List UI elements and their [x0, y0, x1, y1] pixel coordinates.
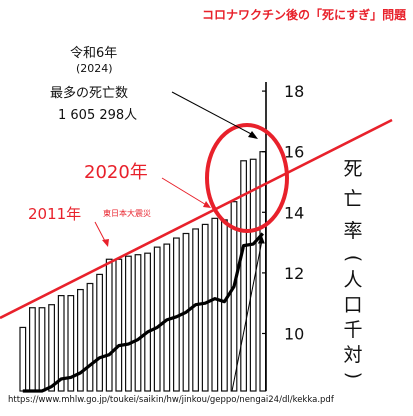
y-tick-label-18: 18	[284, 82, 304, 101]
bar-19	[192, 228, 200, 392]
label-2020: 2020年	[84, 162, 148, 183]
bar-5	[57, 295, 65, 392]
ylabel-char-7: 千	[343, 319, 363, 341]
ylabel-char-6: 口	[343, 294, 363, 316]
ylabel-char-9: )	[342, 371, 365, 380]
ylabel-char-5: 人	[343, 269, 363, 291]
page-title: コロナワクチン後の「死にすぎ」問題	[202, 8, 407, 22]
ylabel-char-3: 率	[343, 220, 363, 242]
trend-line	[0, 118, 393, 320]
annotation-death-count: 1 605 298人	[58, 108, 138, 123]
bar-4	[48, 304, 55, 392]
annotation-era-year: 令和6年	[70, 46, 118, 61]
y-tick-label-10: 10	[284, 324, 304, 343]
bar-23	[230, 201, 238, 392]
bar-6	[67, 295, 75, 392]
bar-24	[240, 160, 248, 392]
label-earthquake: 東日本大震災	[103, 209, 151, 218]
bar-16	[163, 243, 171, 392]
rise-arrow-head	[257, 235, 265, 244]
arrow-2011-head	[102, 239, 109, 247]
bar-9	[96, 273, 104, 392]
rise-arrow-line	[231, 241, 263, 392]
annotation-leader-head	[248, 131, 258, 139]
arrow-2020-head	[203, 201, 211, 208]
highlight-ellipse	[205, 123, 289, 233]
bar-20	[201, 223, 209, 392]
bar-7	[76, 288, 84, 392]
annotation-leader	[171, 91, 256, 137]
label-2011: 2011年	[28, 205, 82, 223]
y-tick-label-12: 12	[284, 264, 304, 283]
bar-8	[86, 282, 94, 392]
bar-12	[124, 255, 132, 392]
ylabel-char-8: 対	[343, 344, 363, 366]
bar-21	[211, 217, 219, 392]
bar-14	[144, 252, 152, 392]
arrow-2020-line	[161, 177, 209, 207]
arrow-2011-line	[94, 221, 107, 244]
bar-11	[115, 258, 123, 392]
bar-3	[38, 307, 46, 392]
bar-25	[249, 158, 257, 392]
bar-2	[29, 307, 36, 392]
bar-13	[134, 254, 142, 392]
y-tick-label-14: 14	[284, 203, 304, 222]
y-tick-label-16: 16	[284, 143, 304, 162]
bar-1	[19, 326, 27, 392]
source-url: https://www.mhlw.go.jp/toukei/saikin/hw/…	[8, 395, 334, 405]
death-rate-line	[22, 232, 264, 393]
bar-10	[105, 258, 113, 392]
ylabel-char-2: 亡	[343, 188, 363, 210]
bar-22	[221, 219, 228, 392]
ylabel-char-1: 死	[343, 158, 363, 180]
annotation-max-deaths: 最多の死亡数	[50, 86, 129, 101]
bar-15	[153, 246, 161, 392]
annotation-year: (2024)	[76, 62, 113, 75]
